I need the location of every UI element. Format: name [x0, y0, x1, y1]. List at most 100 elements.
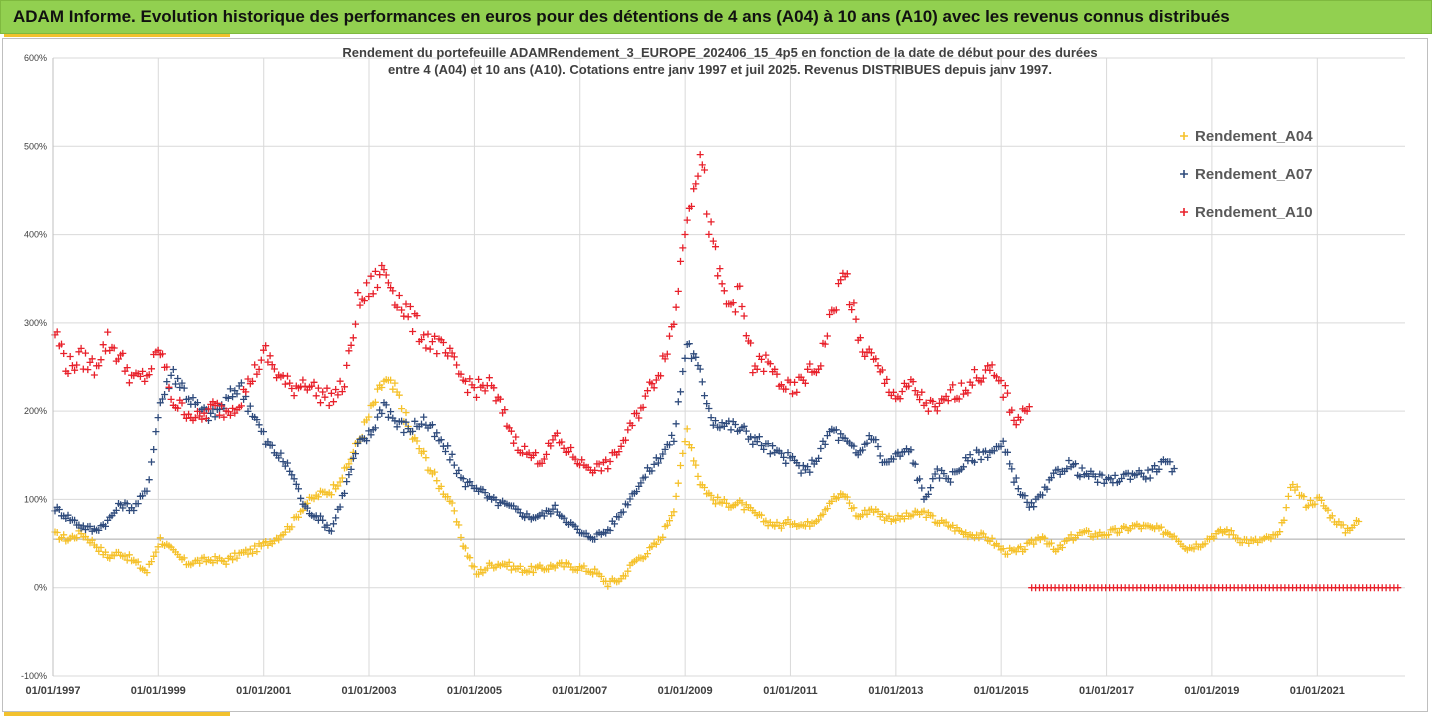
point-a10: [198, 415, 206, 423]
point-a07: [832, 426, 840, 434]
point-a07: [1133, 471, 1141, 479]
point-a07: [143, 487, 151, 495]
point-a07: [806, 468, 814, 476]
point-a10: [835, 280, 842, 288]
point-a10: [332, 386, 340, 393]
point-a10: [652, 376, 660, 384]
point-a07: [152, 428, 160, 436]
point-a10: [301, 382, 309, 390]
point-a07: [55, 506, 63, 513]
x-tick-label: 01/01/2015: [974, 685, 1029, 697]
chart-subtitle-line-1: Rendement du portefeuille ADAMRendement_…: [342, 45, 1098, 60]
point-a07: [850, 442, 858, 450]
point-a10: [696, 151, 704, 159]
point-a04: [525, 567, 533, 575]
point-a10: [736, 282, 744, 290]
point-a10: [949, 381, 957, 389]
point-a04: [784, 516, 792, 524]
point-a10: [104, 328, 112, 336]
point-a10: [310, 378, 318, 386]
point-a10: [384, 279, 392, 287]
point-a07: [766, 450, 774, 458]
point-a10: [911, 387, 919, 395]
point-a10: [461, 377, 469, 385]
point-a07: [1010, 478, 1018, 486]
point-a07: [1094, 478, 1102, 486]
point-a04: [591, 565, 599, 573]
point-a10: [716, 265, 724, 273]
point-a04: [437, 482, 445, 490]
point-a10: [433, 350, 441, 358]
point-a04: [1245, 539, 1253, 547]
point-a07: [624, 501, 632, 509]
point-a04: [835, 494, 842, 501]
point-a07: [984, 453, 992, 461]
point-a10: [909, 378, 917, 386]
point-a10: [255, 365, 263, 373]
point-a10: [262, 342, 270, 350]
point-a07: [924, 490, 932, 498]
point-a07: [591, 535, 599, 543]
point-a07: [931, 470, 939, 478]
point-a10: [532, 449, 540, 457]
point-a10: [97, 356, 105, 364]
point-a07: [977, 456, 985, 463]
point-a10: [136, 372, 144, 380]
point-a10: [821, 340, 829, 348]
point-a10: [1025, 403, 1033, 411]
point-a10: [512, 433, 520, 441]
point-a07: [180, 384, 188, 392]
point-a07: [189, 394, 197, 402]
point-a07: [666, 441, 673, 449]
point-a07: [297, 494, 305, 502]
point-a04: [683, 425, 691, 433]
point-a04: [461, 544, 469, 552]
chart-subtitle-line-2: entre 4 (A04) et 10 ans (A10). Cotations…: [388, 62, 1052, 77]
point-a07: [1047, 474, 1055, 482]
point-a07: [876, 452, 884, 460]
point-a10: [712, 243, 719, 251]
point-a10: [406, 303, 414, 310]
point-a04: [251, 542, 259, 550]
point-a04: [589, 570, 597, 578]
point-a07: [780, 453, 788, 461]
point-a10: [365, 293, 373, 300]
point-a04: [1284, 492, 1292, 500]
point-a07: [1043, 485, 1051, 493]
point-a10: [988, 361, 996, 369]
point-a10: [420, 331, 428, 339]
point-a07: [1085, 472, 1093, 480]
point-a04: [995, 542, 1003, 550]
point-a10: [470, 384, 478, 392]
point-a10: [960, 390, 967, 398]
point-a10: [317, 399, 324, 407]
point-a10: [571, 455, 579, 463]
point-a04: [503, 562, 511, 570]
point-a10: [330, 398, 337, 406]
point-a07: [1166, 458, 1174, 466]
legend: Rendement_A04 Rendement_A07 Rendement_A1…: [1180, 128, 1313, 221]
point-a07: [148, 458, 155, 466]
point-a10: [964, 389, 972, 397]
point-a10: [371, 267, 379, 275]
point-a07: [292, 480, 300, 488]
point-a10: [738, 303, 746, 310]
point-a10: [641, 392, 649, 400]
point-a04: [1047, 539, 1055, 547]
point-a04: [545, 565, 553, 573]
point-a07: [393, 423, 401, 431]
point-a07: [459, 475, 467, 483]
point-a10: [402, 300, 410, 308]
point-a04: [242, 546, 250, 554]
point-a10: [791, 378, 799, 386]
point-a04: [200, 553, 208, 561]
point-a04: [701, 484, 708, 491]
point-a10: [327, 389, 335, 397]
point-a04: [211, 553, 219, 561]
point-a04: [819, 510, 827, 518]
point-a10: [224, 408, 232, 416]
point-a07: [367, 431, 375, 439]
point-a10: [141, 377, 149, 385]
point-a07: [237, 379, 245, 387]
point-a07: [872, 436, 880, 444]
